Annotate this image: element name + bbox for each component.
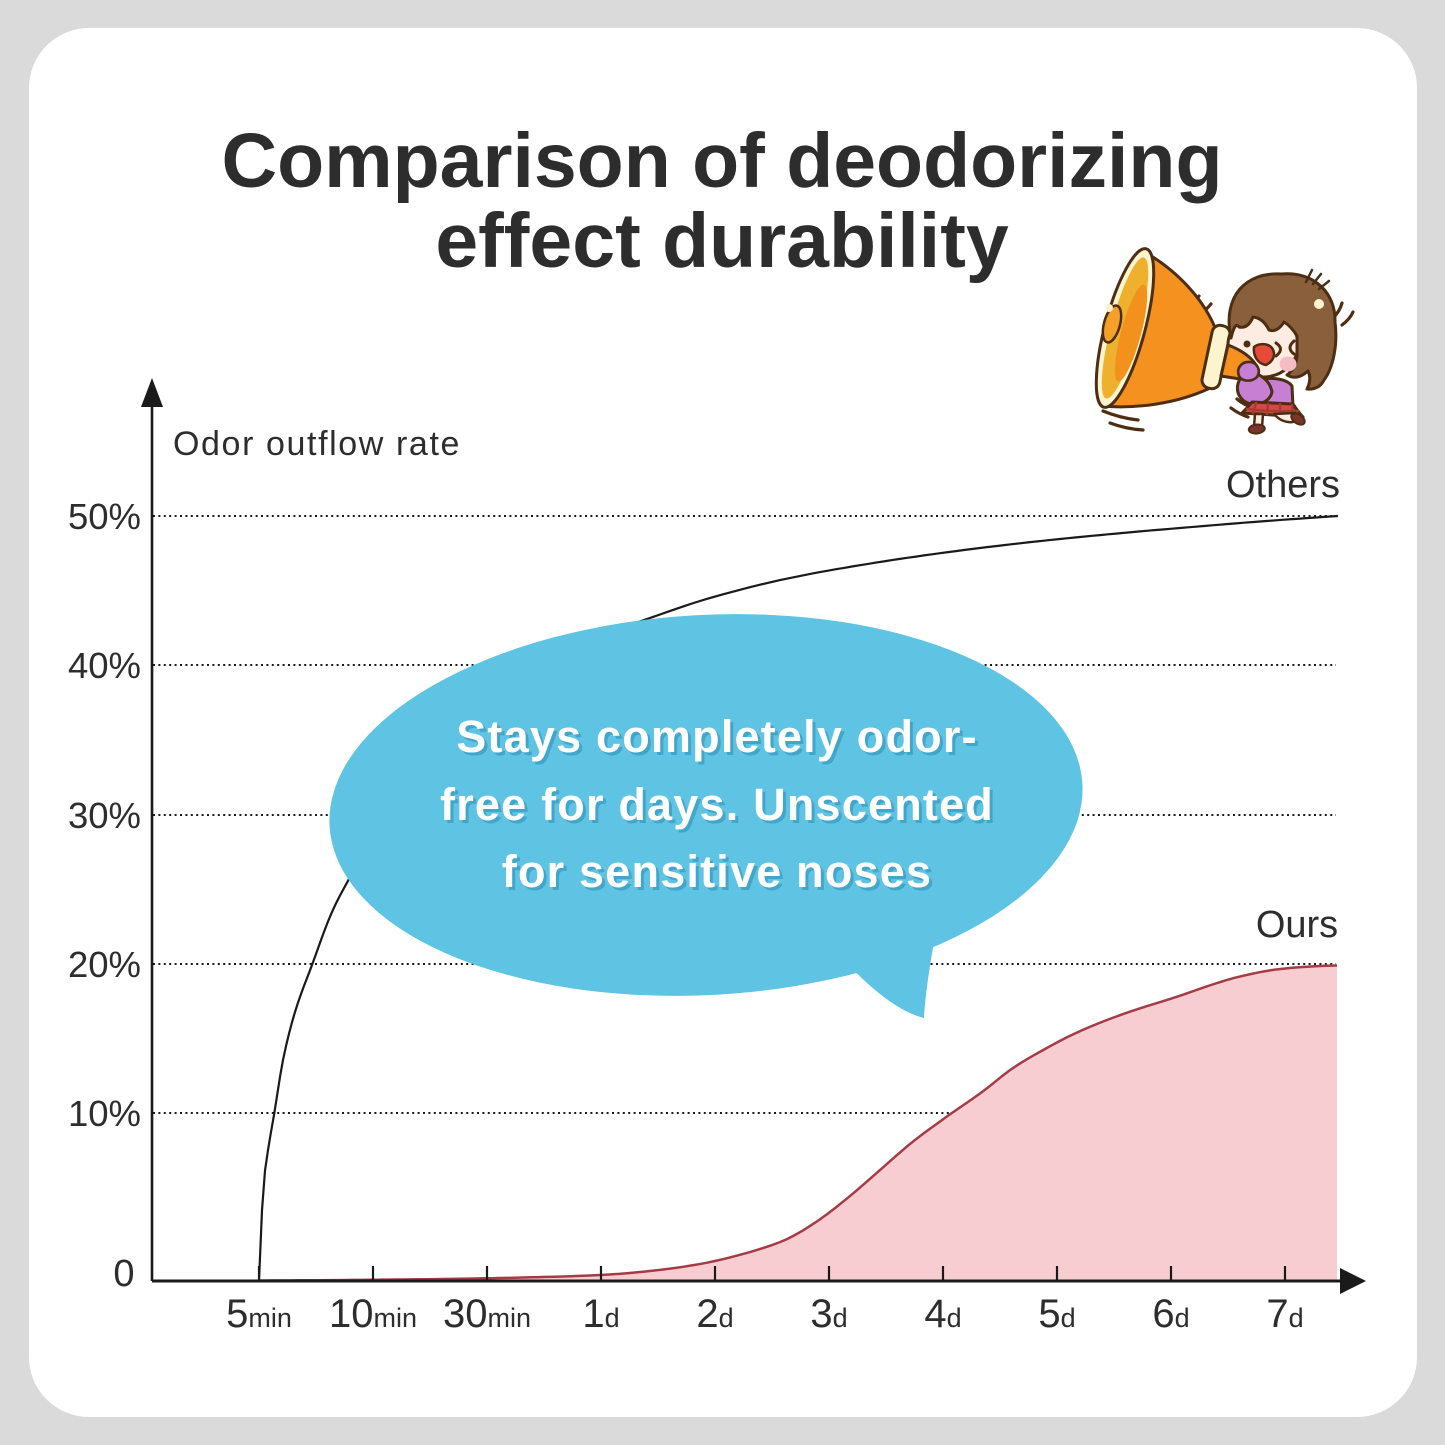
svg-text:10%: 10% bbox=[68, 1093, 141, 1134]
svg-text:Ours: Ours bbox=[1256, 904, 1338, 946]
svg-text:Stays completely odor-: Stays completely odor- bbox=[459, 714, 981, 765]
svg-text:for sensitive noses: for sensitive noses bbox=[502, 846, 932, 897]
svg-text:30min: 30min bbox=[443, 1292, 531, 1336]
svg-text:0: 0 bbox=[113, 1253, 134, 1295]
svg-text:2d: 2d bbox=[696, 1292, 733, 1336]
svg-text:Odor outflow rate: Odor outflow rate bbox=[173, 425, 461, 463]
svg-text:4d: 4d bbox=[924, 1292, 961, 1336]
svg-text:40%: 40% bbox=[68, 645, 141, 686]
svg-text:Comparison of deodorizing: Comparison of deodorizing bbox=[222, 118, 1223, 204]
svg-text:free for days. Unscented: free for days. Unscented bbox=[443, 782, 997, 833]
svg-text:6d: 6d bbox=[1152, 1292, 1189, 1336]
svg-text:5d: 5d bbox=[1038, 1292, 1075, 1336]
svg-text:7d: 7d bbox=[1266, 1292, 1303, 1336]
svg-text:1d: 1d bbox=[582, 1292, 619, 1336]
svg-text:50%: 50% bbox=[68, 496, 141, 537]
svg-text:Stays completely odor-: Stays completely odor- bbox=[456, 711, 978, 762]
svg-text:30%: 30% bbox=[68, 795, 141, 836]
svg-text:5min: 5min bbox=[226, 1292, 292, 1336]
svg-text:10min: 10min bbox=[329, 1292, 417, 1336]
svg-text:free for days. Unscented: free for days. Unscented bbox=[440, 779, 994, 830]
svg-text:for sensitive noses: for sensitive noses bbox=[505, 849, 935, 900]
svg-text:3d: 3d bbox=[810, 1292, 847, 1336]
svg-text:effect durability: effect durability bbox=[435, 198, 1009, 284]
svg-text:20%: 20% bbox=[68, 944, 141, 985]
svg-text:Others: Others bbox=[1226, 464, 1340, 506]
